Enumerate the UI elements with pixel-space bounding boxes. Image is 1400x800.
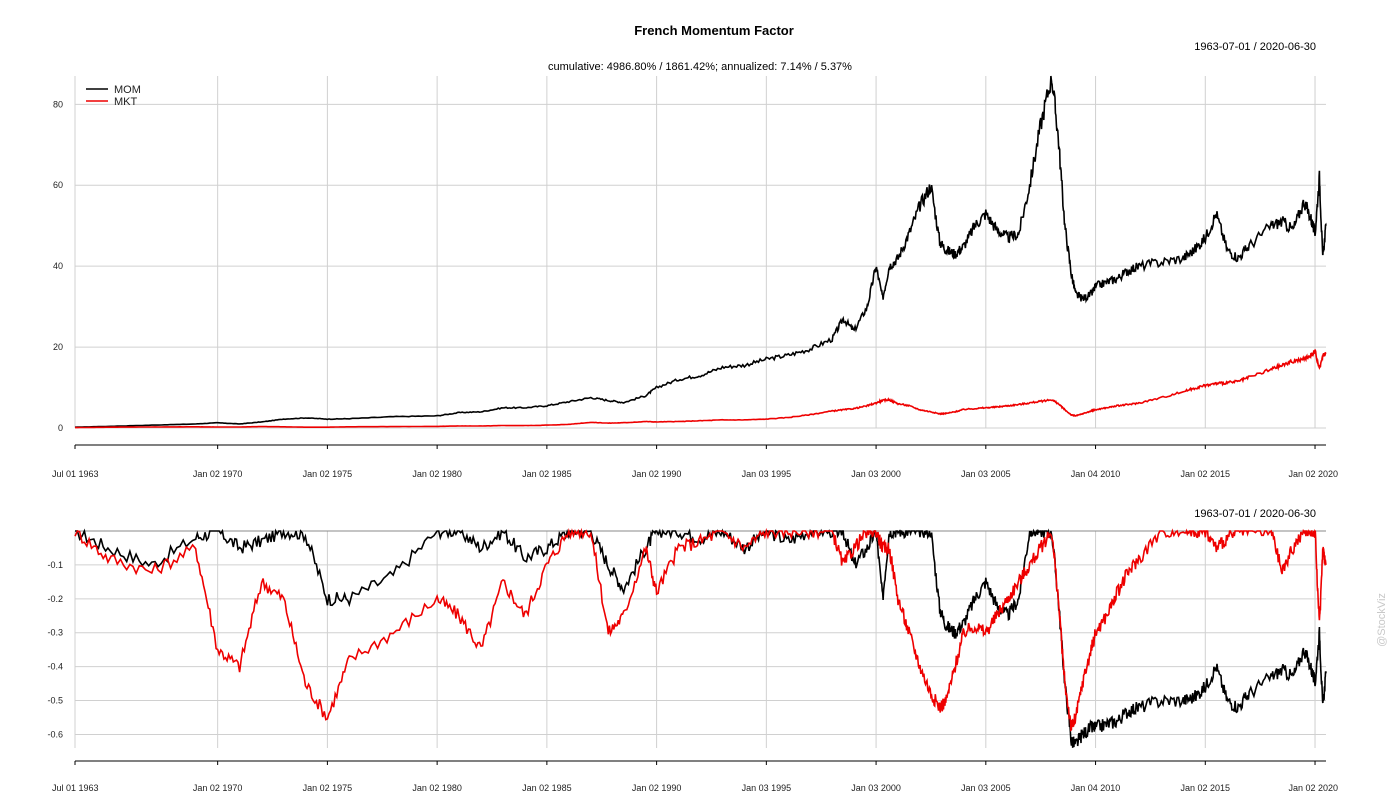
- top-x-tick-label: Jan 02 1970: [193, 469, 243, 479]
- top-x-tick-label: Jan 02 1980: [412, 469, 462, 479]
- bottom-x-tick-label: Jan 02 1990: [632, 783, 682, 793]
- top-x-tick-label: Jan 03 2000: [851, 469, 901, 479]
- chart-title: French Momentum Factor: [634, 23, 794, 38]
- cumulative-panel: 0 20 40 60 80 Jul 01 1963 Jan 02 1970 Jan 02 19…: [52, 75, 1338, 479]
- bottom-x-tick-label: Jan 02 2020: [1288, 783, 1338, 793]
- bottom-x-tick-label: Jan 03 2000: [851, 783, 901, 793]
- watermark: @StockViz: [1376, 593, 1388, 647]
- legend-label-mkt: MKT: [114, 96, 138, 108]
- bottom-x-tick-label: Jan 03 1995: [742, 783, 792, 793]
- bottom-x-tick-label: Jan 02 2015: [1181, 783, 1231, 793]
- chart-subtitle: cumulative: 4986.80% / 1861.42%; annuali…: [548, 61, 852, 73]
- bottom-x-tick-label: Jan 02 1980: [412, 783, 462, 793]
- bottom-date-range: 1963-07-01 / 2020-06-30: [1194, 508, 1316, 520]
- bottom-x-tick-label: Jan 02 1985: [522, 783, 572, 793]
- top-y-tick-label: 20: [53, 342, 63, 352]
- bottom-y-tick-label: -0.6: [47, 729, 63, 739]
- bottom-y-tick-label: -0.1: [47, 560, 63, 570]
- bottom-x-tick-label: Jan 02 1970: [193, 783, 243, 793]
- bottom-x-tick-label: Jan 02 1975: [303, 783, 353, 793]
- top-y-tick-label: 0: [58, 423, 63, 433]
- bottom-series-mkt: [74, 527, 1327, 732]
- bottom-series-mom: [75, 528, 1327, 748]
- top-x-tick-label: Jan 02 1985: [522, 469, 572, 479]
- top-y-tick-label: 60: [53, 180, 63, 190]
- top-y-tick-label: 40: [53, 261, 63, 271]
- top-x-tick-label: Jan 02 1975: [303, 469, 353, 479]
- legend: MOM MKT: [86, 84, 141, 108]
- legend-label-mom: MOM: [114, 84, 141, 96]
- bottom-x-tick-label: Jan 03 2005: [961, 783, 1011, 793]
- top-x-tick-label: Jan 02 2015: [1181, 469, 1231, 479]
- bottom-y-tick-label: -0.5: [47, 696, 63, 706]
- bottom-x-tick-label: Jul 01 1963: [52, 783, 99, 793]
- top-date-range: 1963-07-01 / 2020-06-30: [1194, 41, 1316, 53]
- bottom-x-tick-label: Jan 04 2010: [1071, 783, 1121, 793]
- top-x-tick-label: Jan 03 2005: [961, 469, 1011, 479]
- drawdown-panel: -0.1 -0.2 -0.3 -0.4 -0.5 -0.6 Jul 01 1963 Jan 0…: [47, 527, 1338, 793]
- top-x-tick-label: Jan 02 2020: [1288, 469, 1338, 479]
- bottom-y-tick-label: -0.2: [47, 594, 63, 604]
- top-series-mom: [74, 75, 1327, 428]
- top-series-mkt: [75, 349, 1327, 429]
- top-x-tick-label: Jan 04 2010: [1071, 469, 1121, 479]
- top-y-tick-label: 80: [53, 99, 63, 109]
- bottom-y-tick-label: -0.4: [47, 662, 63, 672]
- top-x-tick-label: Jul 01 1963: [52, 469, 99, 479]
- top-x-tick-label: Jan 03 1995: [742, 469, 792, 479]
- bottom-y-tick-label: -0.3: [47, 628, 63, 638]
- top-x-tick-label: Jan 02 1990: [632, 469, 682, 479]
